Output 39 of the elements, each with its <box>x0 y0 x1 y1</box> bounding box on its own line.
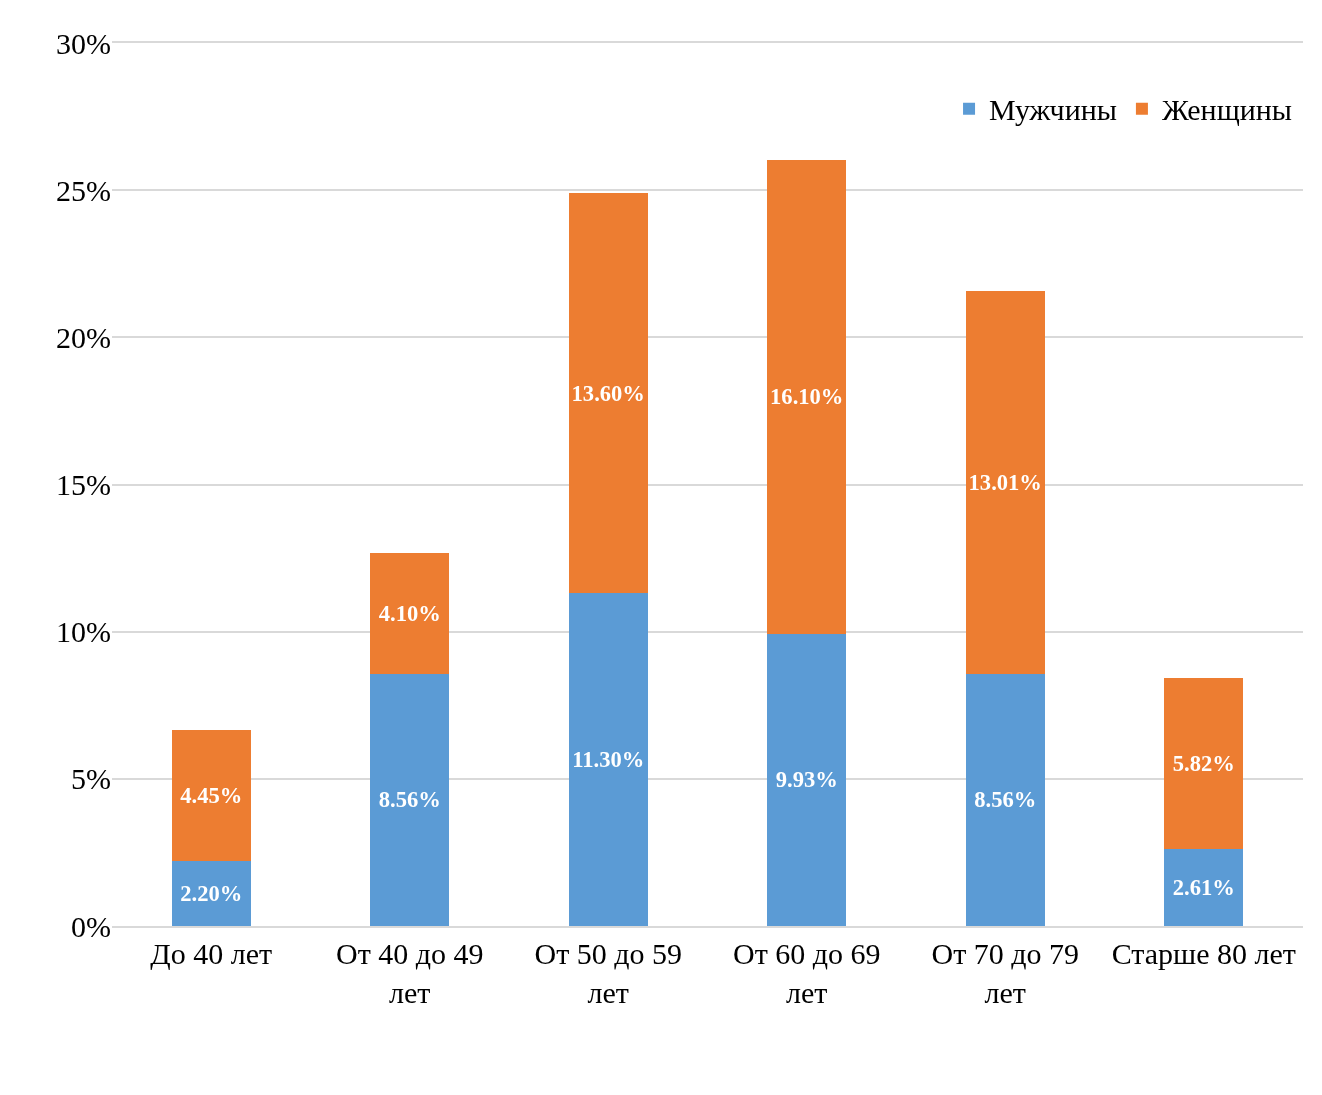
data-label: 16.10% <box>770 384 844 410</box>
data-label: 4.10% <box>378 601 441 627</box>
data-label: 13.60% <box>571 380 645 406</box>
x-tick-label: От 60 до 69 лет <box>732 937 881 1009</box>
x-tick-label: От 40 до 49 лет <box>335 937 484 1009</box>
data-label: 8.56% <box>378 787 441 813</box>
bar <box>171 861 251 926</box>
y-tick-label: 5% <box>71 762 111 796</box>
y-tick-label: 10% <box>56 615 111 649</box>
bar <box>767 633 847 926</box>
y-tick-label: 15% <box>56 468 111 501</box>
bar <box>1164 849 1244 926</box>
data-label: 8.56% <box>974 787 1037 813</box>
y-tick-label: 20% <box>56 320 111 354</box>
data-label: 4.45% <box>180 783 243 809</box>
bar <box>171 730 251 862</box>
bar <box>965 674 1045 926</box>
y-tick-label: 25% <box>56 173 111 207</box>
data-label: 13.01% <box>968 469 1042 495</box>
bar <box>965 291 1045 675</box>
data-label: 2.61% <box>1172 874 1235 900</box>
y-tick-label: 0% <box>71 909 111 943</box>
bar <box>767 159 847 634</box>
bar <box>370 553 450 675</box>
data-label: 11.30% <box>572 747 645 773</box>
x-tick-label: До 40 лет <box>150 937 273 970</box>
legend-label: Женщины <box>1161 93 1293 127</box>
legend-label: Мужчины <box>989 93 1117 127</box>
bar <box>568 593 648 926</box>
x-tick-label: Старше 80 лет <box>1111 937 1296 970</box>
x-tick-label: От 70 до 79 лет <box>931 937 1080 1009</box>
bar <box>568 193 648 594</box>
x-tick-label: От 50 до 59 лет <box>534 937 683 1009</box>
bar <box>1164 677 1244 850</box>
data-label: 5.82% <box>1172 750 1235 776</box>
data-label: 2.20% <box>180 880 243 906</box>
bar <box>370 674 450 926</box>
y-tick-label: 30% <box>56 26 111 60</box>
data-label: 9.93% <box>775 767 838 793</box>
